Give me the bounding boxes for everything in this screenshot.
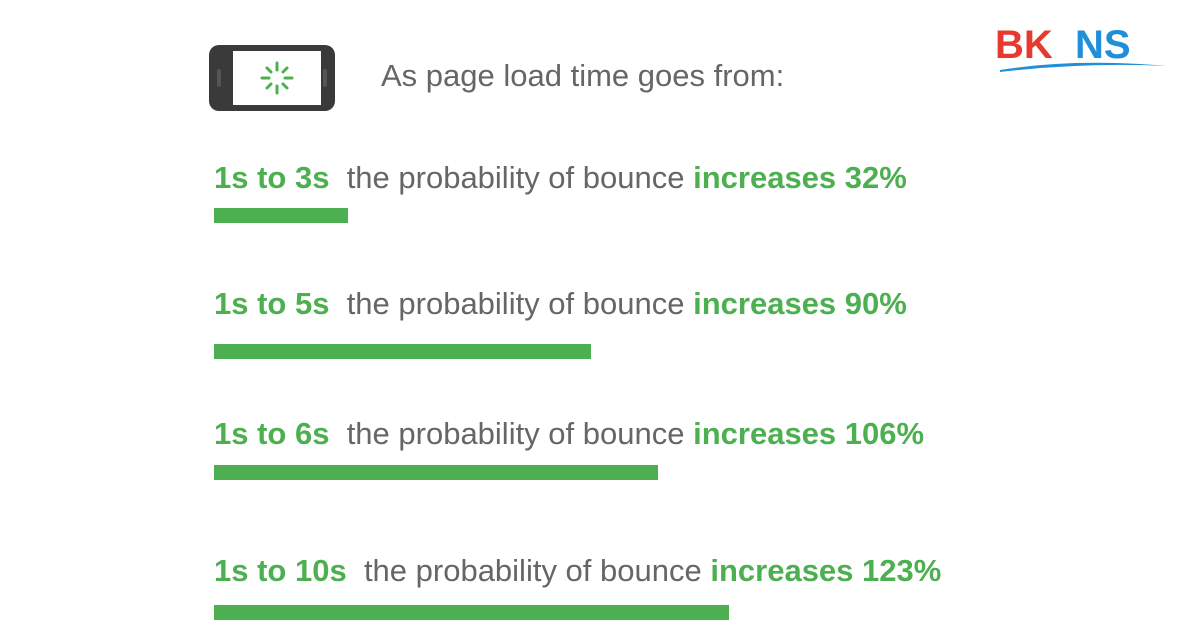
spinner-icon (260, 61, 294, 95)
svg-text:BK: BK (995, 24, 1053, 67)
result-label: increases 32% (693, 160, 907, 195)
svg-text:NS: NS (1075, 24, 1131, 67)
phone-loading-icon (209, 45, 335, 111)
bar (214, 344, 591, 359)
bar-label: 1s to 3s the probability of bounce incre… (214, 160, 907, 196)
range-label: 1s to 10s (214, 553, 347, 588)
phone-screen (233, 51, 321, 105)
bar (214, 465, 658, 480)
range-label: 1s to 3s (214, 160, 330, 195)
result-label: increases 106% (693, 416, 925, 451)
description-text: the probability of bounce (363, 553, 702, 588)
description-text: the probability of bounce (346, 416, 685, 451)
intro-text: As page load time goes from: (381, 58, 785, 93)
bar (214, 208, 348, 223)
bar-label: 1s to 5s the probability of bounce incre… (214, 286, 907, 322)
bar (214, 605, 729, 620)
bar-label: 1s to 6s the probability of bounce incre… (214, 416, 924, 452)
phone-button (217, 69, 221, 87)
bar-label: 1s to 10s the probability of bounce incr… (214, 553, 941, 589)
description-text: the probability of bounce (346, 160, 685, 195)
bkns-logo: BK NS (995, 23, 1170, 79)
description-text: the probability of bounce (346, 286, 685, 321)
result-label: increases 90% (693, 286, 907, 321)
phone-button (323, 69, 327, 87)
result-label: increases 123% (710, 553, 942, 588)
range-label: 1s to 5s (214, 286, 330, 321)
range-label: 1s to 6s (214, 416, 330, 451)
